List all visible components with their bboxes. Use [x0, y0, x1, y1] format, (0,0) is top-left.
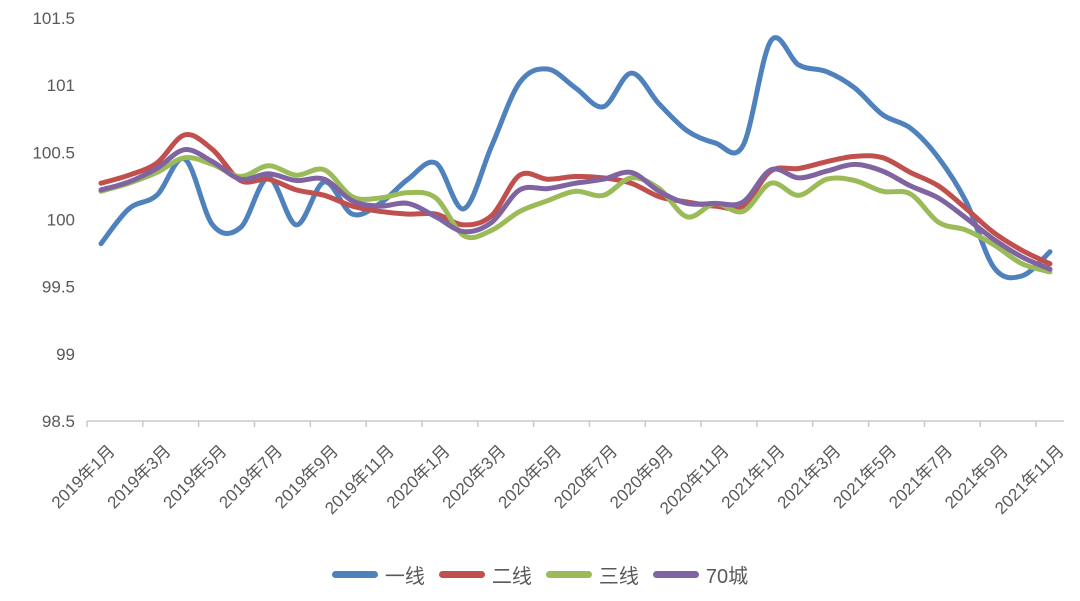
y-axis-label: 98.5: [42, 412, 75, 431]
series-line-second-tier: [98, 132, 1053, 267]
y-axis-label: 101.5: [32, 9, 75, 28]
legend-label-cities-70: 70城: [705, 566, 749, 588]
legend-swatch-cities-70: [652, 571, 699, 578]
legend-item-first-tier: 一线: [331, 560, 425, 589]
legend: 一线 二线 三线 70城: [0, 560, 1080, 589]
y-axis-label: 100.5: [32, 143, 75, 162]
legend-swatch-second-tier: [438, 571, 485, 578]
legend-item-third-tier: 三线: [545, 560, 639, 589]
legend-swatch-third-tier: [545, 571, 592, 578]
series-line-third-tier: [98, 154, 1053, 275]
series-line-cities-70: [98, 147, 1053, 272]
legend-item-second-tier: 二线: [438, 560, 532, 589]
series-line-first-tier: [98, 35, 1053, 281]
legend-item-cities-70: 70城: [652, 560, 749, 589]
y-axis-label: 101: [47, 76, 75, 95]
y-axis-label: 99: [56, 345, 75, 364]
legend-label-second-tier: 二线: [491, 566, 532, 588]
legend-label-third-tier: 三线: [598, 566, 639, 588]
legend-label-first-tier: 一线: [384, 566, 425, 588]
legend-swatch-first-tier: [331, 571, 378, 578]
y-axis-label: 100: [47, 211, 75, 230]
y-axis-label: 99.5: [42, 278, 75, 297]
